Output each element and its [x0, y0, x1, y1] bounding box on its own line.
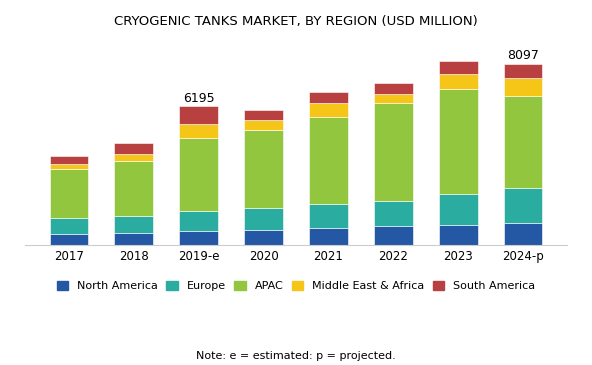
Bar: [50, 218, 88, 234]
Bar: [244, 110, 283, 120]
Bar: [179, 124, 218, 138]
Bar: [114, 154, 153, 161]
Bar: [439, 61, 478, 74]
Bar: [309, 228, 348, 245]
Bar: [50, 156, 88, 164]
Legend: North America, Europe, APAC, Middle East & Africa, South America: North America, Europe, APAC, Middle East…: [57, 281, 535, 291]
Bar: [504, 96, 542, 188]
Bar: [439, 74, 478, 89]
Bar: [244, 208, 283, 230]
Bar: [50, 169, 88, 218]
Bar: [309, 92, 348, 103]
Bar: [114, 216, 153, 233]
Bar: [114, 143, 153, 154]
Bar: [374, 94, 413, 103]
Bar: [50, 234, 88, 245]
Bar: [374, 103, 413, 201]
Bar: [50, 164, 88, 169]
Bar: [374, 226, 413, 245]
Bar: [439, 224, 478, 245]
Text: 6195: 6195: [183, 92, 214, 105]
Bar: [244, 120, 283, 130]
Bar: [439, 195, 478, 224]
Text: Note: e = estimated: p = projected.: Note: e = estimated: p = projected.: [196, 351, 396, 361]
Bar: [179, 211, 218, 231]
Bar: [374, 201, 413, 226]
Bar: [114, 161, 153, 216]
Bar: [179, 231, 218, 245]
Text: 8097: 8097: [507, 49, 539, 62]
Bar: [244, 230, 283, 245]
Bar: [374, 83, 413, 94]
Bar: [309, 204, 348, 228]
Bar: [309, 103, 348, 117]
Bar: [179, 138, 218, 211]
Bar: [504, 188, 542, 223]
Bar: [504, 78, 542, 96]
Bar: [504, 223, 542, 245]
Bar: [504, 64, 542, 78]
Bar: [309, 117, 348, 204]
Bar: [439, 89, 478, 195]
Title: CRYOGENIC TANKS MARKET, BY REGION (USD MILLION): CRYOGENIC TANKS MARKET, BY REGION (USD M…: [114, 15, 478, 28]
Bar: [244, 130, 283, 208]
Bar: [114, 233, 153, 245]
Bar: [179, 106, 218, 124]
